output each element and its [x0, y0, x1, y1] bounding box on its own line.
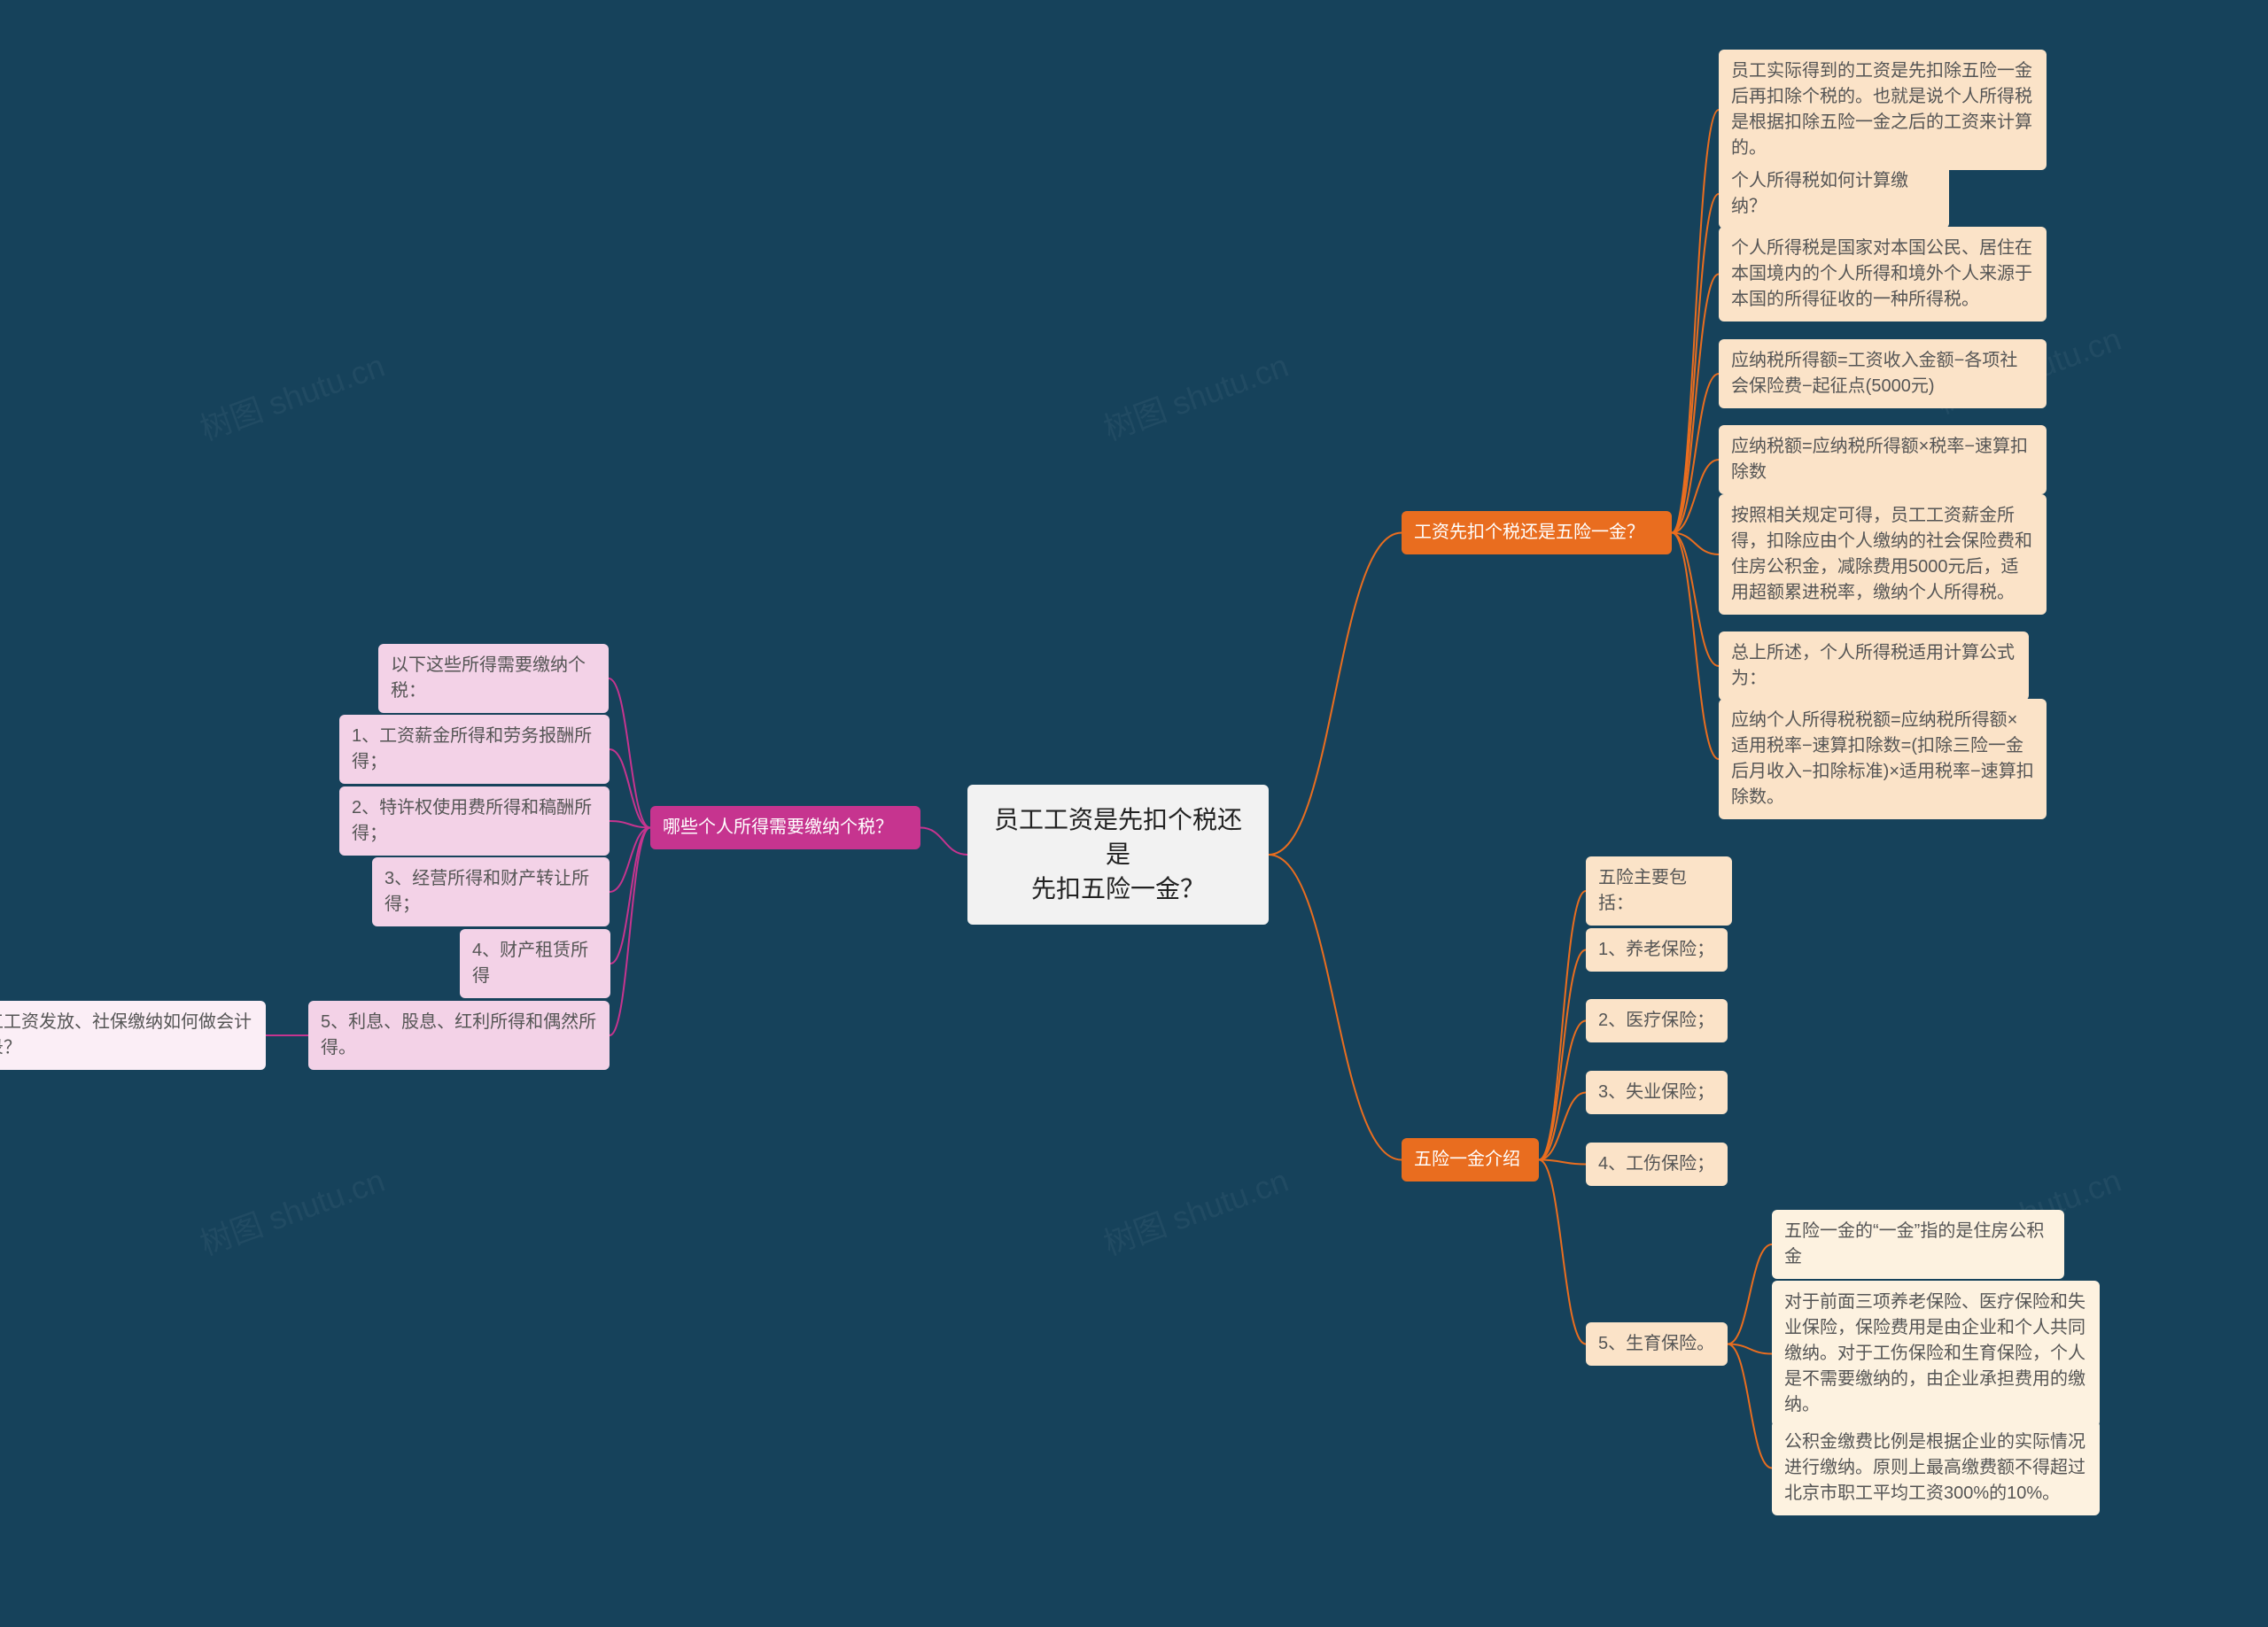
leaf-node: 员工工资发放、社保缴纳如何做会计分录？ [0, 1001, 266, 1070]
watermark: 树图 shutu.cn [193, 340, 391, 449]
leaf-node: 个人所得税如何计算缴纳？ [1719, 159, 1949, 229]
leaf-node: 五险主要包括： [1586, 856, 1732, 926]
leaf-node: 1、养老保险； [1586, 928, 1728, 972]
leaf-node: 对于前面三项养老保险、医疗保险和失业保险，保险费用是由企业和个人共同缴纳。对于工… [1772, 1281, 2100, 1427]
leaf-node: 2、医疗保险； [1586, 999, 1728, 1042]
leaf-node: 3、经营所得和财产转让所得； [372, 857, 610, 926]
watermark: 树图 shutu.cn [1097, 340, 1294, 449]
leaf-node: 个人所得税是国家对本国公民、居住在本国境内的个人所得和境外个人来源于本国的所得征… [1719, 227, 2047, 322]
leaf-node: 总上所述，个人所得税适用计算公式为： [1719, 631, 2029, 701]
leaf-node: 2、特许权使用费所得和稿酬所得； [339, 786, 610, 856]
leaf-node: 应纳税额=应纳税所得额×税率−速算扣除数 [1719, 425, 2047, 494]
leaf-node: 员工实际得到的工资是先扣除五险一金后再扣除个税的。也就是说个人所得税是根据扣除五… [1719, 50, 2047, 170]
root-node: 员工工资是先扣个税还是先扣五险一金？ [967, 785, 1269, 925]
branch-node: 五险一金介绍 [1402, 1138, 1539, 1182]
leaf-node: 应纳税所得额=工资收入金额−各项社会保险费−起征点(5000元) [1719, 339, 2047, 408]
leaf-node: 按照相关规定可得，员工工资薪金所得，扣除应由个人缴纳的社会保险费和住房公积金，减… [1719, 494, 2047, 615]
leaf-node: 五险一金的“一金”指的是住房公积金 [1772, 1210, 2064, 1279]
leaf-node: 以下这些所得需要缴纳个税： [378, 644, 609, 713]
branch-node: 哪些个人所得需要缴纳个税？ [650, 806, 920, 849]
leaf-node: 4、财产租赁所得 [460, 929, 610, 998]
leaf-node: 4、工伤保险； [1586, 1143, 1728, 1186]
branch-node: 工资先扣个税还是五险一金？ [1402, 511, 1672, 554]
leaf-node: 5、生育保险。 [1586, 1322, 1728, 1366]
watermark: 树图 shutu.cn [193, 1155, 391, 1264]
leaf-node: 应纳个人所得税税额=应纳税所得额×适用税率−速算扣除数=(扣除三险一金后月收入−… [1719, 699, 2047, 819]
leaf-node: 5、利息、股息、红利所得和偶然所得。 [308, 1001, 610, 1070]
leaf-node: 3、失业保险； [1586, 1071, 1728, 1114]
watermark: 树图 shutu.cn [1097, 1155, 1294, 1264]
leaf-node: 公积金缴费比例是根据企业的实际情况进行缴纳。原则上最高缴费额不得超过北京市职工平… [1772, 1421, 2100, 1515]
leaf-node: 1、工资薪金所得和劳务报酬所得； [339, 715, 610, 784]
